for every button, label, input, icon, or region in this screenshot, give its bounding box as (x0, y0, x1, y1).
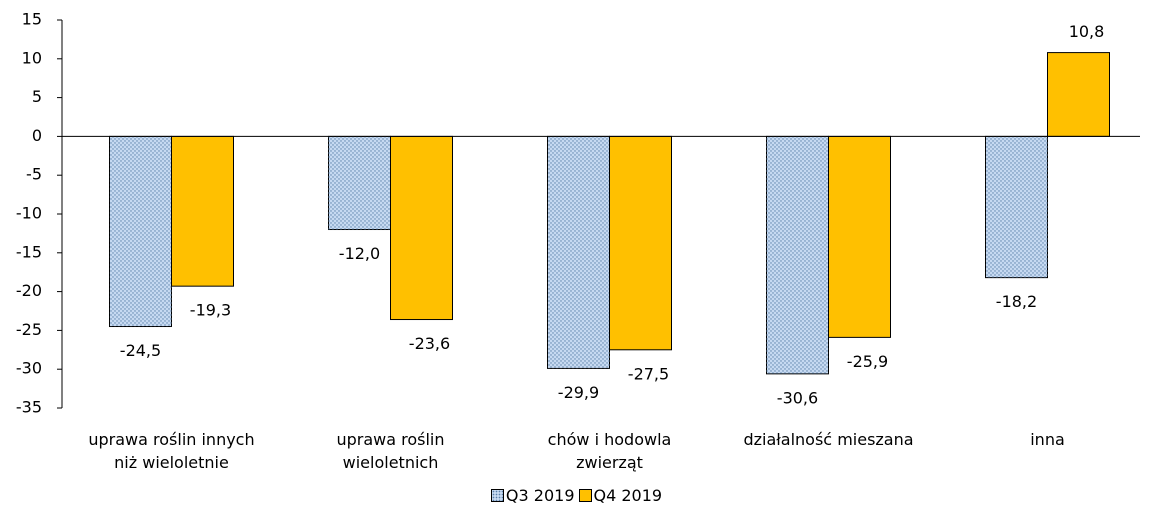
legend-item: Q3 2019 (490, 486, 575, 505)
bar-pattern (985, 136, 1048, 278)
bar (609, 135, 672, 351)
y-tick-label: -35 (16, 398, 42, 417)
legend-label: Q3 2019 (505, 486, 575, 505)
bar (828, 135, 891, 338)
x-tick-label: chów i hodowla zwierząt (547, 430, 672, 472)
legend-swatch (578, 489, 592, 502)
x-tick-label: działalność mieszana (743, 430, 914, 449)
y-tick-label: -25 (16, 320, 42, 339)
legend-item: Q4 2019 (578, 486, 663, 505)
x-tick-label: uprawa roślin innych niż wieloletnie (88, 430, 255, 472)
bar-pattern (328, 136, 391, 230)
value-label: -23,6 (409, 334, 450, 353)
y-tick-label: 10 (22, 48, 42, 67)
x-tick-label: inna (1030, 430, 1065, 449)
legend: Q3 2019 Q4 2019 (0, 486, 1153, 506)
y-tick-label: 0 (32, 126, 42, 145)
value-label: -27,5 (628, 364, 669, 383)
value-label: -29,9 (558, 383, 599, 402)
legend-swatch (490, 489, 504, 502)
bar (390, 135, 453, 321)
bar (1047, 52, 1110, 137)
y-tick-label: -15 (16, 242, 42, 261)
bar-pattern (766, 136, 829, 374)
y-tick-label: 5 (32, 87, 42, 106)
y-tick-label: -20 (16, 281, 42, 300)
bar-pattern (547, 136, 610, 369)
value-label: 10,8 (1069, 22, 1105, 41)
value-label: -30,6 (777, 388, 818, 407)
y-tick-label: 15 (22, 10, 42, 29)
value-label: -18,2 (996, 292, 1037, 311)
y-tick-label: -30 (16, 359, 42, 378)
value-label: -19,3 (190, 301, 231, 320)
value-label: -25,9 (847, 352, 888, 371)
x-tick-label: uprawa roślin wieloletnich (336, 430, 445, 472)
bar (171, 135, 234, 287)
value-label: -24,5 (120, 341, 161, 360)
value-label: -12,0 (339, 244, 380, 263)
y-tick-label: -10 (16, 204, 42, 223)
legend-label: Q4 2019 (593, 486, 663, 505)
y-tick-label: -5 (26, 165, 42, 184)
bar-pattern (109, 136, 172, 327)
